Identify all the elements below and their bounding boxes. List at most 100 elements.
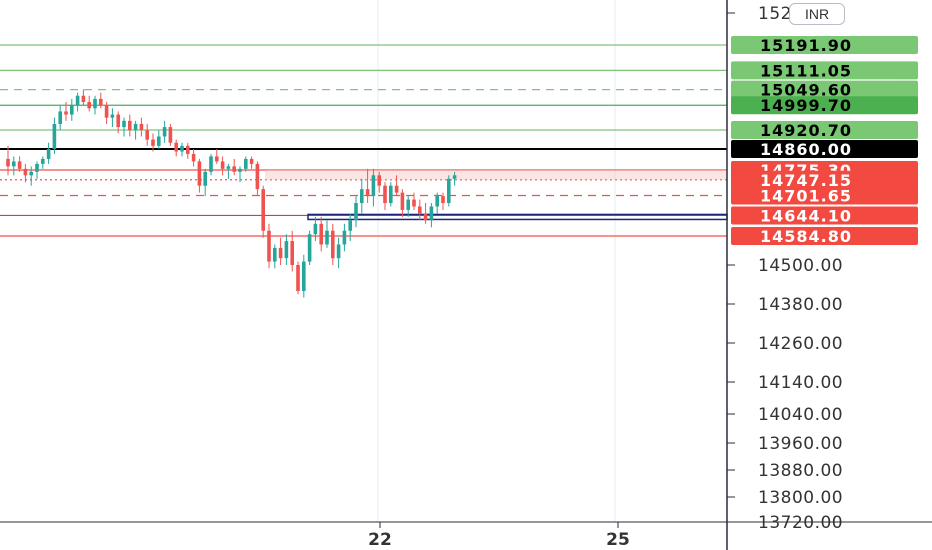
candle-body-60 <box>354 203 358 221</box>
price-tick-label-4: 14140.00 <box>758 373 843 393</box>
price-tick-label-7: 13880.00 <box>758 461 843 481</box>
vertical-grid <box>377 0 616 522</box>
candle-body-47 <box>278 247 283 259</box>
candle-body-29 <box>174 142 178 152</box>
candle-body-62 <box>365 189 370 197</box>
time-tick-label-0: 22 <box>368 530 392 550</box>
price-tick-label-5: 14040.00 <box>758 405 843 425</box>
candle-body-9 <box>58 111 62 124</box>
candle-body-30 <box>180 145 184 152</box>
candle-body-43 <box>255 163 260 190</box>
candle-body-37 <box>220 161 225 169</box>
candle-body-61 <box>360 189 364 204</box>
price-badge-label-3: 14999.70 <box>760 96 852 115</box>
candle-body-42 <box>249 158 254 164</box>
candle-body-26 <box>157 136 161 146</box>
candle-body-15 <box>93 98 97 109</box>
price-badge-4 <box>731 121 918 139</box>
candle-body-75 <box>441 196 445 204</box>
price-badge-label-0: 15191.90 <box>760 36 852 55</box>
candle-body-66 <box>389 185 393 204</box>
candle-body-38 <box>226 166 231 169</box>
price-badge-9 <box>731 206 918 225</box>
candle-body-63 <box>371 175 376 197</box>
candle-body-6 <box>41 158 45 164</box>
candle-body-25 <box>151 139 155 146</box>
price-badge-3 <box>731 96 918 115</box>
candle-body-3 <box>23 168 28 176</box>
candle-body-56 <box>331 230 335 259</box>
price-tick-label-9: 13720.00 <box>758 513 843 533</box>
candle-body-34 <box>203 171 207 186</box>
candle-body-77 <box>452 175 457 179</box>
candle-body-69 <box>406 199 410 210</box>
price-badge-label-7: 14747.15 <box>760 171 852 190</box>
candle-body-16 <box>99 98 103 106</box>
currency-badge[interactable]: INR <box>789 3 845 25</box>
candle-body-5 <box>35 163 39 172</box>
candle-body-11 <box>70 105 74 115</box>
candle-body-72 <box>423 213 428 221</box>
candle-body-10 <box>64 111 68 115</box>
candle-body-49 <box>290 241 294 265</box>
candle-body-0 <box>6 158 10 167</box>
price-tick-label-8: 13800.00 <box>758 488 843 508</box>
candle-body-45 <box>267 230 271 262</box>
candle-body-52 <box>307 234 312 262</box>
price-badge-label-2: 15049.60 <box>760 81 852 100</box>
candle-body-46 <box>273 247 277 262</box>
candle-body-24 <box>145 130 149 140</box>
price-badge-2 <box>731 80 918 99</box>
price-badge-5 <box>731 140 918 158</box>
candle-body-39 <box>232 166 236 172</box>
candle-body-71 <box>418 206 422 214</box>
candle-body-18 <box>110 114 115 118</box>
time-tick-label-1: 25 <box>606 530 630 550</box>
candle-body-57 <box>336 244 341 259</box>
candle-body-36 <box>215 156 219 162</box>
candle-body-12 <box>75 95 80 106</box>
candles <box>6 89 457 298</box>
candle-body-64 <box>377 175 381 186</box>
candle-body-31 <box>186 145 190 154</box>
candle-body-21 <box>128 120 132 131</box>
price-badge-label-4: 14920.70 <box>760 121 852 140</box>
price-badge-1 <box>731 61 918 80</box>
candle-body-23 <box>139 123 144 131</box>
candle-body-65 <box>383 185 387 204</box>
candle-body-68 <box>400 192 405 210</box>
price-badge-8 <box>731 186 918 205</box>
price-badge-label-10: 14584.80 <box>760 227 852 246</box>
candle-body-7 <box>46 149 51 159</box>
resistance-zone <box>265 170 727 180</box>
candle-body-58 <box>342 230 347 245</box>
candle-body-76 <box>447 178 451 204</box>
candle-body-50 <box>296 265 300 291</box>
candle-body-55 <box>325 230 329 245</box>
candle-body-32 <box>191 153 196 162</box>
candle-body-19 <box>116 114 120 128</box>
candle-body-4 <box>29 171 33 176</box>
candle-body-33 <box>197 161 202 186</box>
candle-body-22 <box>133 123 138 131</box>
candle-body-41 <box>244 158 248 169</box>
candle-body-70 <box>412 199 416 207</box>
candle-body-48 <box>284 241 289 259</box>
price-tick-label-3: 14260.00 <box>758 334 843 354</box>
candle-body-17 <box>104 105 109 118</box>
price-badge-0 <box>731 36 918 54</box>
price-badge-label-8: 14701.65 <box>760 187 852 206</box>
candle-body-67 <box>394 185 399 193</box>
price-level-lines <box>0 44 727 237</box>
price-tick-label-1: 14500.00 <box>758 256 843 276</box>
candle-body-28 <box>168 127 173 143</box>
price-badge-label-5: 14860.00 <box>760 140 852 159</box>
price-tick-label-6: 13960.00 <box>758 434 843 454</box>
candle-body-59 <box>348 220 352 231</box>
candle-body-14 <box>87 102 91 109</box>
candle-body-13 <box>81 95 86 103</box>
time-axis: 22 25 <box>368 522 630 550</box>
candle-body-20 <box>122 120 126 128</box>
